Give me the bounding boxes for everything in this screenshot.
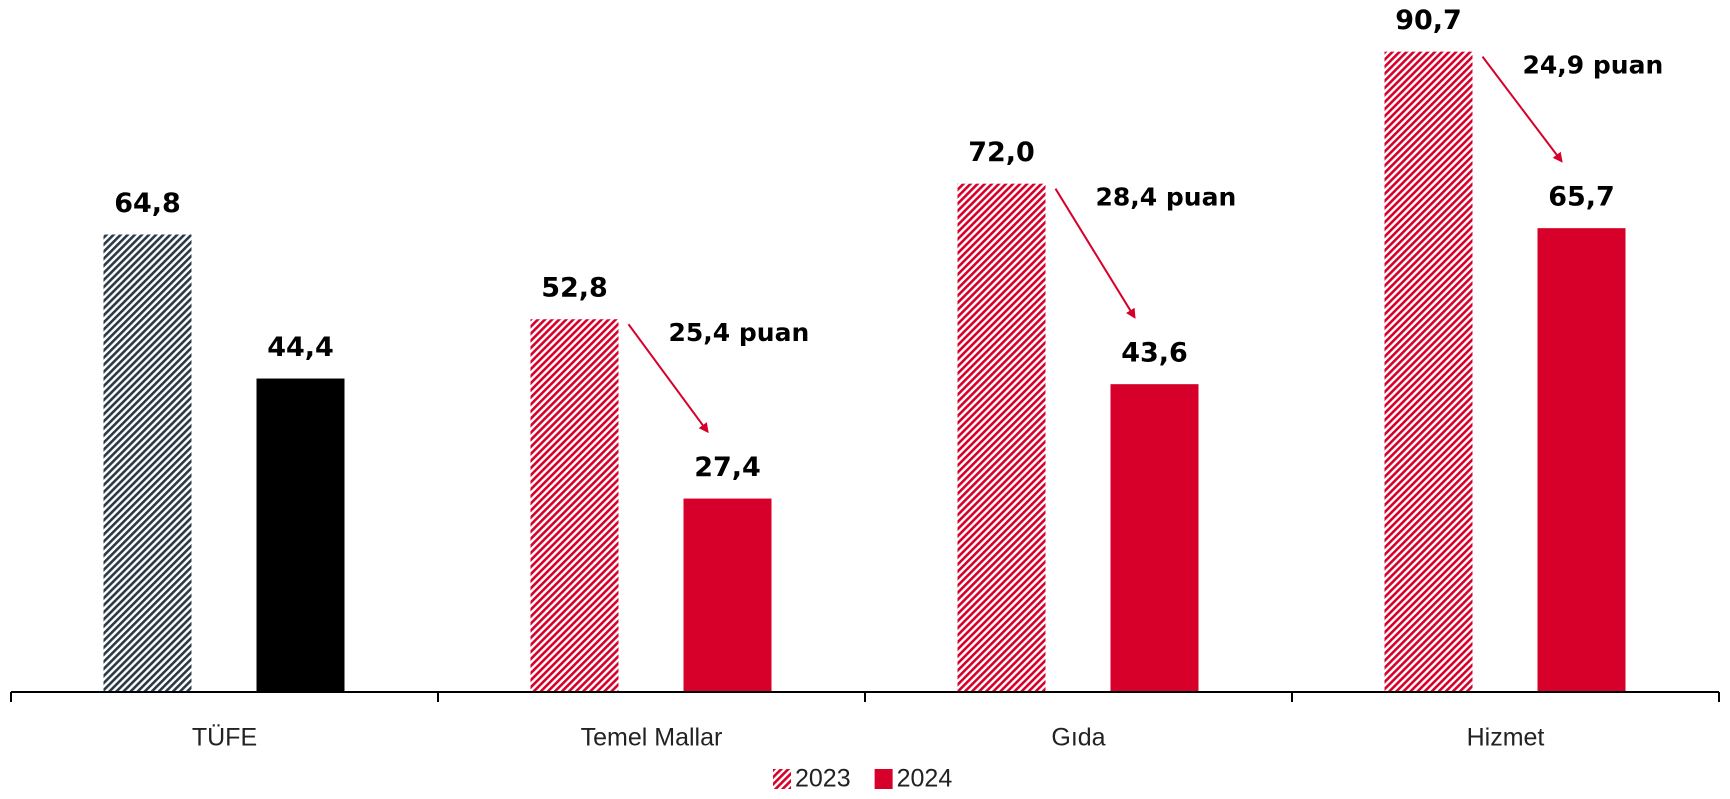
value-label: 52,8	[541, 273, 608, 304]
bar	[103, 234, 192, 692]
value-label: 27,4	[694, 452, 761, 483]
x-tick-label: Gıda	[1051, 724, 1105, 752]
x-tick-label: TÜFE	[192, 724, 257, 752]
bar	[1537, 228, 1626, 692]
x-tick-label: Hizmet	[1467, 724, 1545, 752]
annotation: 24,9 puan	[1523, 51, 1664, 80]
annotation-arrow	[1054, 188, 1136, 319]
bar	[683, 498, 772, 692]
value-label: 72,0	[968, 137, 1035, 168]
annotation: 28,4 puan	[1096, 183, 1237, 212]
bar	[1110, 384, 1199, 692]
x-tick-label: Temel Mallar	[581, 724, 723, 752]
bar	[530, 319, 619, 692]
annotation: 25,4 puan	[669, 318, 810, 347]
bar	[957, 183, 1046, 692]
bar	[256, 378, 345, 692]
legend-swatch	[874, 769, 893, 789]
value-label: 64,8	[114, 188, 181, 219]
annotation-arrow	[627, 323, 709, 434]
bar	[1384, 51, 1473, 692]
legend-label: 2024	[897, 765, 953, 793]
value-label: 44,4	[267, 332, 334, 363]
value-label: 43,6	[1121, 338, 1188, 369]
value-label: 65,7	[1548, 182, 1615, 213]
value-label: 90,7	[1395, 5, 1462, 36]
annotation-arrow	[1481, 56, 1563, 163]
legend-swatch	[773, 769, 791, 789]
legend-label: 2023	[795, 765, 851, 793]
